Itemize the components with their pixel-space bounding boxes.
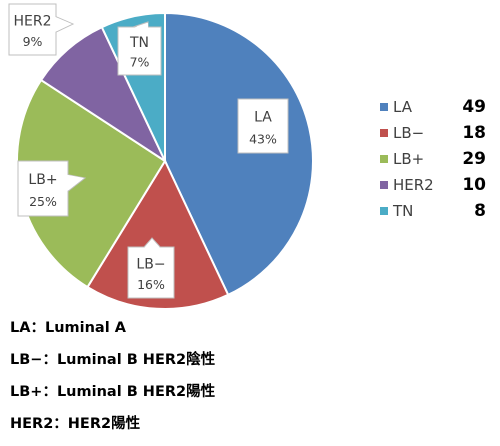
callout-her2: HER2 9%	[8, 3, 75, 56]
abbreviation-notes: LA：Luminal A LB−：Luminal B HER2陰性 LB+：Lu…	[10, 318, 215, 446]
slice-percent-label-la: 43%	[249, 131, 277, 146]
legend-item-tn: TN 8	[376, 200, 486, 226]
slice-category-label-lb-plus: LB+	[28, 172, 57, 188]
note-lb-plus: LB+：Luminal B HER2陽性	[10, 384, 216, 400]
note-la: LA：Luminal A	[10, 320, 126, 336]
slice-percent-label-lb-plus: 25%	[29, 194, 57, 209]
pie-callouts: LA 43% LB− 16% LB+ 25% HER2 9% TN 7%	[8, 3, 289, 299]
legend-swatch-la	[380, 103, 388, 111]
callout-la: LA 43%	[237, 98, 289, 154]
legend-swatch-tn	[380, 207, 388, 215]
legend-value-lb-plus: 29	[462, 149, 486, 169]
callout-lb-minus: LB− 16%	[127, 237, 175, 299]
slice-percent-label-lb-minus: 16%	[137, 277, 165, 292]
legend-label-lb-minus: LB−	[393, 124, 425, 142]
slice-category-label-her2: HER2	[13, 13, 51, 29]
legend: LA 49 LB− 18 LB+ 29 HER2 10 TN 8	[376, 96, 486, 226]
slice-category-label-la: LA	[254, 110, 272, 126]
legend-item-lb-minus: LB− 18	[376, 122, 486, 148]
slice-category-label-tn: TN	[129, 35, 149, 51]
callout-box-lb-minus	[127, 246, 175, 299]
callout-tn: TN 7%	[117, 21, 162, 76]
legend-item-lb-plus: LB+ 29	[376, 148, 486, 174]
legend-value-tn: 8	[474, 201, 486, 221]
pie-slice-la	[164, 11, 314, 297]
callout-lb-plus: LB+ 25%	[17, 160, 87, 217]
legend-value-lb-minus: 18	[462, 123, 486, 143]
pie-slice-lb-minus	[86, 158, 230, 310]
slice-percent-label-her2: 9%	[23, 34, 43, 49]
pie-slice-her2	[39, 25, 168, 164]
legend-swatch-lb-minus	[380, 129, 388, 137]
legend-value-la: 49	[462, 97, 486, 117]
legend-item-her2: HER2 10	[376, 174, 486, 200]
pie-slices	[16, 11, 314, 310]
callout-box-tn	[117, 26, 162, 76]
legend-swatch-her2	[380, 181, 388, 189]
legend-label-la: LA	[393, 98, 412, 116]
legend-label-tn: TN	[393, 202, 414, 220]
note-lb-minus: LB−：Luminal B HER2陰性	[10, 352, 216, 368]
slice-percent-label-tn: 7%	[130, 54, 150, 69]
legend-value-her2: 10	[462, 175, 486, 195]
callout-box-la	[237, 98, 289, 154]
note-her2: HER2：HER2陽性	[10, 416, 141, 432]
legend-swatch-lb-plus	[380, 155, 388, 163]
callout-box-her2	[8, 3, 57, 56]
legend-label-lb-plus: LB+	[393, 150, 425, 168]
callout-box-lb-plus	[17, 160, 69, 217]
legend-item-la: LA 49	[376, 96, 486, 122]
legend-label-her2: HER2	[393, 176, 434, 194]
slice-category-label-lb-minus: LB−	[136, 256, 165, 272]
